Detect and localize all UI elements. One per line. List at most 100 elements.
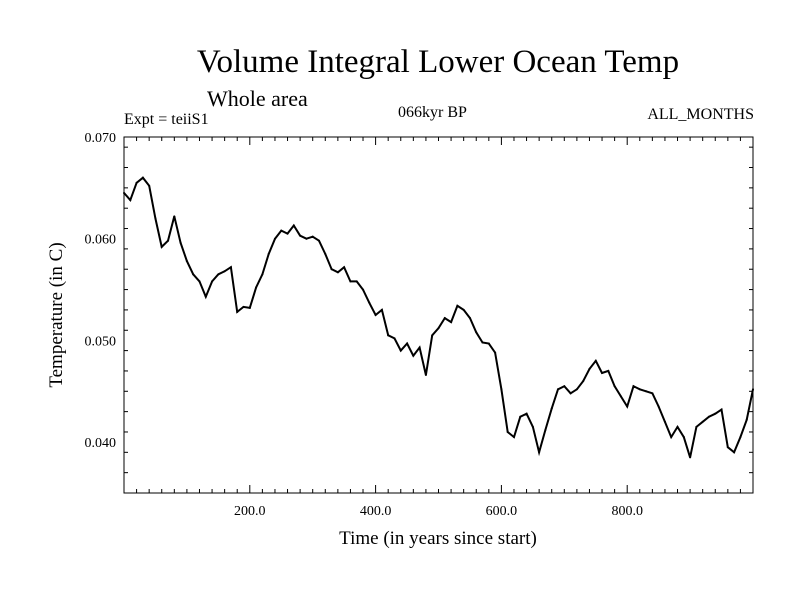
data-point [362,288,365,291]
data-point [550,407,553,410]
data-point [632,385,635,388]
data-point [424,374,427,377]
data-point [701,420,704,423]
data-point [248,306,251,309]
data-point [135,181,138,184]
data-point [481,341,484,344]
data-point [431,334,434,337]
data-point [538,451,541,454]
data-point [154,217,157,220]
data-point [720,408,723,411]
data-point [368,301,371,304]
data-point [317,239,320,242]
data-point [267,252,270,255]
data-point [179,241,182,244]
data-point [525,412,528,415]
data-point [305,237,308,240]
data-point [412,354,415,357]
data-point [129,199,132,202]
data-point [531,425,534,428]
data-point [148,184,151,187]
x-tick-label: 800.0 [611,504,643,519]
x-tick-label: 600.0 [486,504,518,519]
y-tick-label: 0.050 [85,334,117,349]
x-axis-label: Time (in years since start) [339,528,537,549]
data-point [733,451,736,454]
data-point [393,337,396,340]
data-point [185,260,188,263]
data-point [336,271,339,274]
y-tick-label: 0.070 [85,131,117,146]
data-point [707,415,710,418]
data-point [544,428,547,431]
data-point [588,367,591,370]
data-point [519,415,522,418]
months-label: ALL_MONTHS [647,106,754,123]
data-point [167,239,170,242]
x-tick-label: 400.0 [360,504,392,519]
data-point [198,280,201,283]
data-point [563,385,566,388]
data-point [494,351,497,354]
data-point [141,176,144,179]
data-point [739,436,742,439]
data-point [324,252,327,255]
data-point [468,317,471,320]
series-line [123,176,754,458]
data-point [261,273,264,276]
data-point [437,327,440,330]
data-point [601,371,604,374]
y-axis: 0.040 0.050 0.060 0.070 [85,131,753,474]
data-point [380,308,383,311]
data-point [613,385,616,388]
data-point [406,342,409,345]
data-point [676,425,679,428]
data-point [456,304,459,307]
data-point [450,321,453,324]
plot-frame [123,136,754,494]
data-point [726,446,729,449]
data-point [626,405,629,408]
period-label: 066kyr BP [398,104,467,121]
data-point [607,369,610,372]
data-point [173,215,176,218]
data-point [569,392,572,395]
data-point [619,395,622,398]
data-point [506,430,509,433]
data-point [123,191,125,194]
data-point [349,280,352,283]
data-point [192,273,195,276]
experiment-label: Expt = teiiS1 [124,111,209,128]
data-point [273,237,276,240]
chart-subtitle: Whole area [207,86,308,111]
data-point [651,392,654,395]
data-point [682,436,685,439]
data-point [475,331,478,334]
y-tick-label: 0.060 [85,233,117,248]
data-points [123,176,754,459]
data-point [374,314,377,316]
data-point [311,235,314,238]
data-point [343,266,346,269]
data-point [418,346,421,349]
data-point [229,266,232,269]
data-point [211,280,214,283]
data-point [657,405,660,408]
data-point [689,456,692,459]
data-point [286,232,289,235]
data-point [217,273,220,276]
data-point [443,317,446,320]
data-point [204,295,207,298]
data-point [594,359,597,362]
data-point [280,229,283,232]
data-point [355,280,358,283]
data-point [292,224,295,227]
data-point [670,436,673,439]
data-point [500,388,503,391]
y-axis-label: Temperature (in C) [46,242,67,387]
data-point [512,436,515,439]
data-point [752,388,754,391]
data-point [714,412,717,415]
x-tick-label: 200.0 [234,504,266,519]
